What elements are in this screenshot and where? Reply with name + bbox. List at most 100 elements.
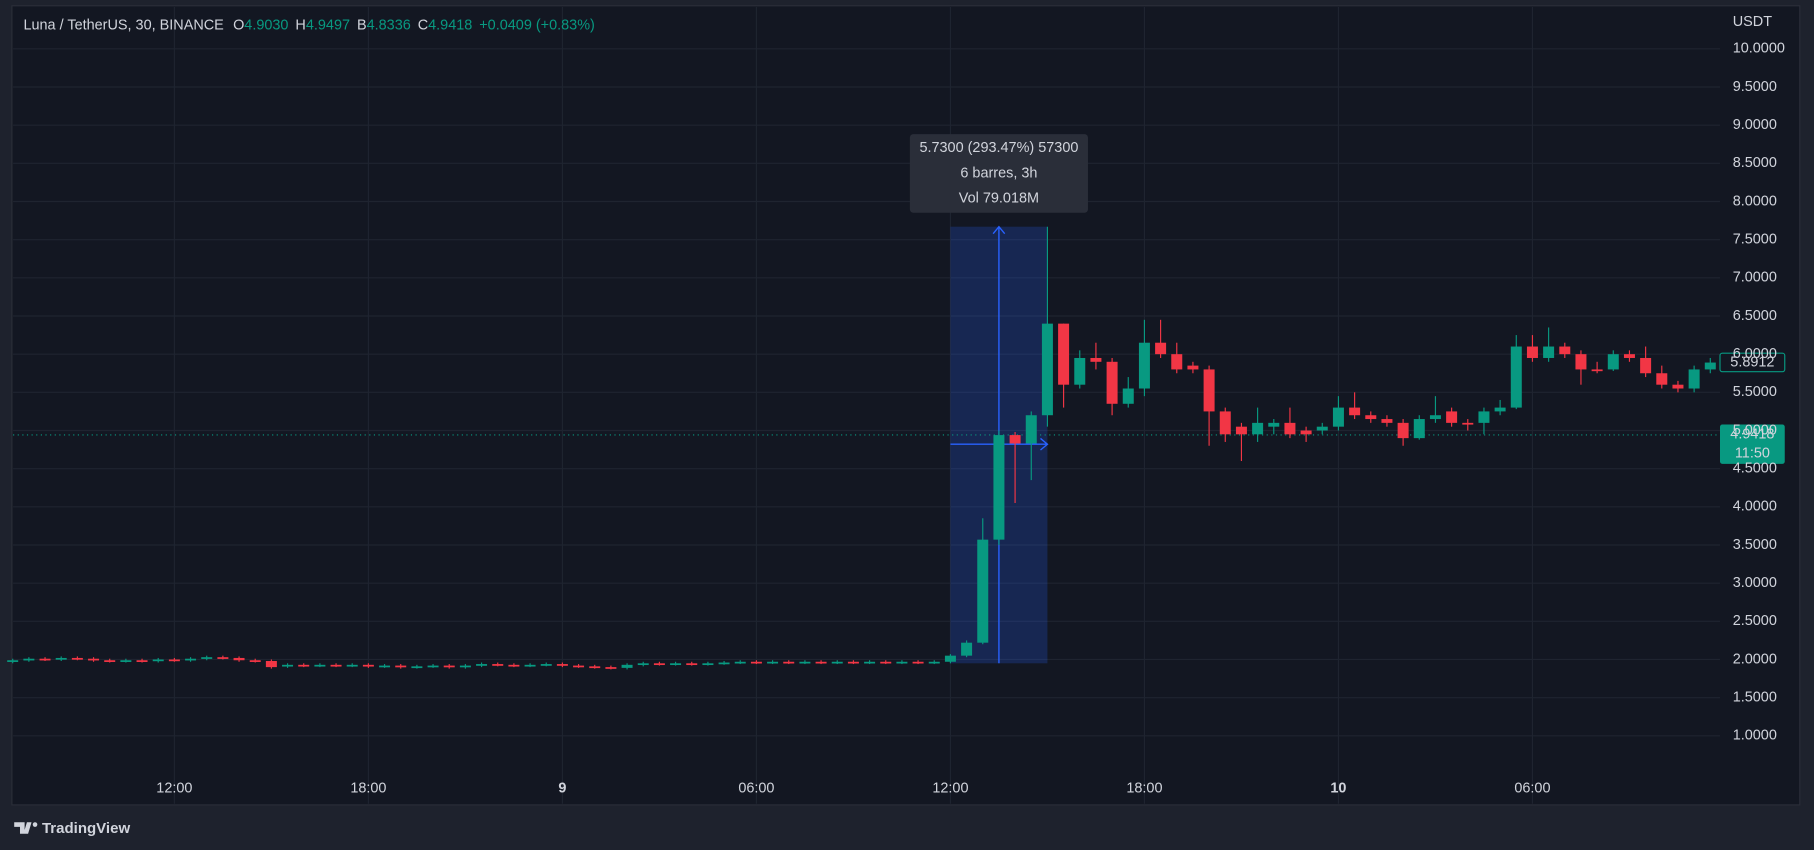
y-tick-label: 10.0000: [1733, 41, 1785, 57]
candle-body: [1704, 362, 1716, 370]
candle-body: [1478, 411, 1490, 423]
value: 4.9497: [306, 17, 350, 33]
candle-body: [977, 539, 989, 643]
candle-body: [1526, 346, 1538, 358]
candle-body: [217, 657, 229, 659]
y-tick-label: 9.5000: [1733, 79, 1777, 95]
candle-body: [1365, 415, 1377, 420]
candle-body: [880, 661, 892, 664]
candle-body: [55, 657, 67, 660]
candle-body: [1235, 426, 1247, 435]
candle-body: [750, 661, 762, 664]
candle-body: [152, 659, 164, 662]
value: 4.8336: [367, 17, 411, 33]
candle-body: [1332, 407, 1344, 427]
candle-body: [411, 666, 423, 669]
y-tick-label: 1.0000: [1733, 728, 1777, 744]
last-price-box: [1719, 352, 1786, 373]
candle-body: [1591, 369, 1603, 372]
candle-body: [1543, 346, 1555, 358]
candle-body: [185, 658, 197, 661]
candle-body: [1575, 354, 1587, 370]
candle-body: [168, 659, 180, 662]
candle-body: [767, 661, 779, 664]
candle-body: [831, 661, 843, 664]
logo-dot: [32, 822, 38, 827]
candle-body: [1219, 411, 1231, 435]
header: Luna / TetherUS, 30, BINANCE O4.9030 H4.94…: [23, 17, 594, 33]
change: +0.0409 (+0.83%): [479, 17, 595, 33]
candle-body: [249, 660, 261, 662]
candle-body: [1058, 323, 1070, 385]
key: C: [418, 17, 428, 33]
candle-body: [1688, 369, 1700, 389]
x-tick-label: 12:00: [156, 781, 192, 797]
candle-body: [912, 661, 924, 664]
y-tick-label: 9.0000: [1733, 117, 1777, 133]
candle-body: [88, 658, 100, 661]
overlay: 5.7300 (293.47%) 57300 6 barres, 3h Vol 79…: [909, 134, 1786, 464]
x-tick-label: 06:00: [1514, 781, 1550, 797]
tooltip-line: 5.7300 (293.47%) 57300: [919, 140, 1078, 156]
y-tick-label: 6.5000: [1733, 308, 1777, 324]
y-tick-label: 5.0000: [1733, 422, 1777, 438]
axis-unit: USDT: [1733, 14, 1772, 30]
last-price-label: 5.8912: [1730, 354, 1774, 370]
candle-body: [1510, 346, 1522, 408]
x-tick-label: 12:00: [932, 781, 968, 797]
x-tick-label: 10: [1330, 781, 1346, 797]
candle-body: [298, 664, 310, 667]
candle-body: [670, 663, 682, 666]
candle-body: [120, 660, 132, 662]
candle-body: [524, 664, 536, 667]
candle-body: [702, 663, 714, 666]
arrow-head: [1040, 437, 1049, 451]
brand[interactable]: TradingView: [42, 820, 130, 837]
candle-body: [1041, 323, 1053, 416]
candle-body: [718, 662, 730, 665]
candle-body: [993, 435, 1005, 540]
candle-body: [686, 663, 698, 666]
candle-body: [1171, 354, 1183, 370]
candle-body: [1429, 415, 1441, 420]
y-tick-label: 2.0000: [1733, 651, 1777, 667]
candle-body: [653, 663, 665, 666]
marks: [7, 225, 1720, 670]
value: 4.9418: [428, 17, 472, 33]
candle-body: [1122, 388, 1134, 404]
candle-body: [961, 642, 973, 656]
candle-body: [136, 660, 148, 662]
candle-body: [896, 661, 908, 664]
y-tick-label: 7.5000: [1733, 231, 1777, 247]
y-tick-label: 4.5000: [1733, 460, 1777, 476]
candle-body: [928, 661, 940, 664]
key: B: [357, 17, 367, 33]
x-tick-label: 9: [558, 781, 566, 797]
y-tick-label: 7.0000: [1733, 270, 1777, 286]
candle-body: [1559, 346, 1571, 355]
candle-body: [1672, 384, 1684, 389]
candle-body: [379, 665, 391, 668]
candle-body: [1252, 422, 1264, 435]
key: H: [295, 17, 305, 33]
y-tick-label: 1.5000: [1733, 689, 1777, 705]
candle-body: [1284, 422, 1296, 435]
x-tick-label: 18:00: [350, 781, 386, 797]
candle-body: [459, 665, 471, 668]
candle-body: [1446, 411, 1458, 423]
candle-body: [783, 661, 795, 664]
candle-body: [492, 664, 504, 666]
candle-body: [1074, 357, 1086, 385]
y-tick-label: 3.5000: [1733, 537, 1777, 553]
candle-body: [1623, 354, 1635, 358]
y-tick-label: 4.0000: [1733, 499, 1777, 515]
y-tick-label: 8.5000: [1733, 155, 1777, 171]
grid: [13, 6, 1720, 804]
countdown: 11:50: [1735, 445, 1770, 461]
current-price-label: 4.9418: [1730, 427, 1774, 443]
candle-body: [1397, 422, 1409, 439]
candle-body: [799, 661, 811, 664]
candle-body: [395, 665, 407, 668]
y-tick-label: 3.0000: [1733, 575, 1777, 591]
